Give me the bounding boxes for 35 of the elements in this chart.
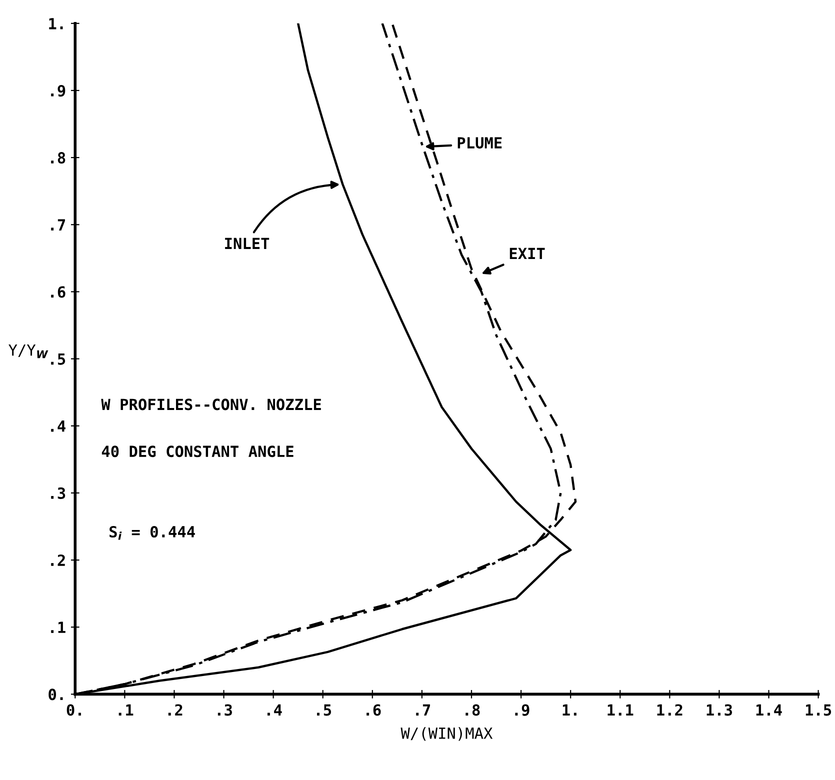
x-tick-label: 0. — [66, 704, 81, 716]
y-tick-label: 0. — [48, 688, 63, 700]
y-tick-label: .3 — [51, 487, 66, 499]
x-tick-label: 1.1 — [608, 704, 634, 716]
y-tick-label: .5 — [51, 353, 66, 365]
x-tick-label: .7 — [416, 704, 430, 716]
x-tick-label: .3 — [218, 704, 232, 716]
x-axis-title: W/(WIN)MAX — [400, 727, 493, 741]
x-tick-label: .6 — [366, 704, 381, 716]
annotation: EXIT — [510, 248, 545, 260]
x-tick-label: .2 — [168, 704, 182, 716]
annotation: PLUME — [458, 137, 502, 149]
x-tick-label: .5 — [317, 704, 332, 716]
annotation: INLET — [225, 238, 270, 249]
x-tick-label: 1.5 — [806, 704, 832, 716]
y-axis-title: Y/Y$_{W}$ — [8, 344, 48, 358]
x-tick-label: .9 — [515, 704, 530, 716]
y-tick-label: .2 — [51, 554, 65, 566]
x-tick-label: 1. — [562, 704, 576, 716]
y-tick-label: .1 — [51, 622, 66, 633]
y-tick-label: 1. — [49, 18, 63, 30]
y-tick-label: .8 — [51, 152, 66, 164]
annotation: S$_{i}$ = 0.444 — [110, 526, 195, 540]
y-tick-label: .7 — [51, 219, 65, 230]
annotation: 40 DEG CONSTANT ANGLE — [102, 446, 294, 458]
x-tick-label: 1.3 — [706, 704, 732, 716]
x-tick-label: .4 — [267, 704, 282, 716]
x-tick-label: .1 — [118, 704, 134, 716]
x-tick-label: .8 — [466, 704, 480, 716]
y-tick-label: .4 — [51, 420, 66, 432]
x-tick-label: 1.2 — [657, 704, 682, 716]
x-tick-label: 1.4 — [756, 704, 782, 716]
annotation: W PROFILES--CONV. NOZZLE — [101, 398, 321, 410]
y-tick-label: .9 — [51, 85, 66, 97]
y-tick-label: .6 — [51, 286, 66, 298]
